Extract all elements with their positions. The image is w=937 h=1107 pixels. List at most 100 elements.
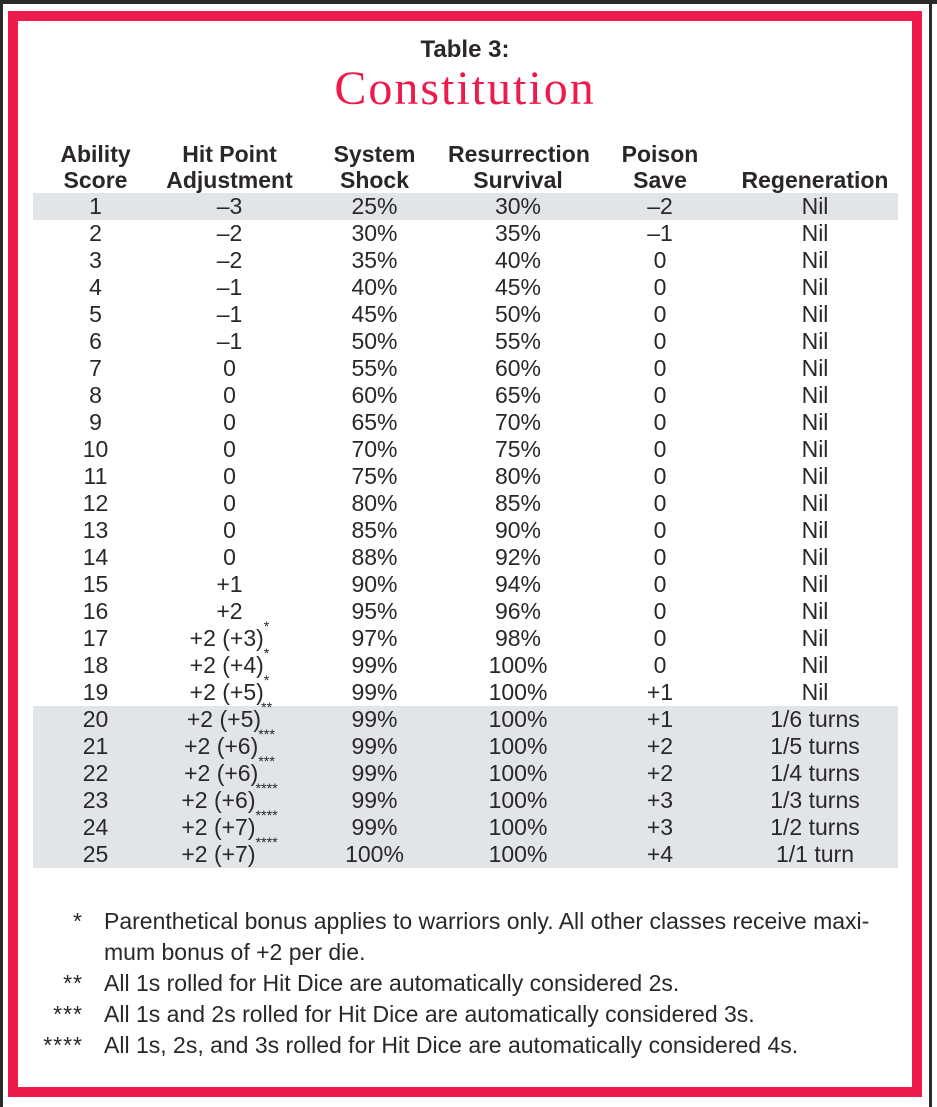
hp-adjustment-cell: –1 (216, 301, 243, 327)
system-shock-cell: 97% (351, 625, 398, 651)
system-shock-cell: 99% (301, 814, 448, 841)
poison-save-cell: 0 (653, 355, 667, 381)
poison-save-cell: 0 (653, 490, 667, 516)
system-shock-cell: 80% (351, 490, 398, 516)
system-shock-cell: 60% (351, 382, 398, 408)
regeneration-cell: Nil (801, 301, 829, 327)
resurrection-survival-cell: 50% (494, 301, 542, 327)
ability-score-cell: 12 (82, 490, 109, 516)
poison-save-cell: +3 (588, 814, 732, 841)
footnote-asterisks: *** (53, 1001, 83, 1027)
table-row: 16 +2 95% 96% 0 Nil (33, 598, 898, 625)
footnote-asterisks: * (73, 908, 83, 934)
hp-adjustment-cell: 0 (223, 517, 236, 543)
ability-score-cell: 7 (89, 355, 102, 381)
footnote-text: All 1s and 2s rolled for Hit Dice are au… (104, 999, 897, 1030)
hp-adjustment-cell: –2 (216, 220, 243, 246)
poison-save-cell: 0 (653, 328, 667, 354)
hp-adjustment-cell: +2 (216, 598, 243, 624)
ability-score-cell: 5 (89, 301, 102, 327)
ability-score-cell: 25 (33, 841, 158, 868)
hp-adjustment-cell: 0 (223, 382, 236, 408)
system-shock-cell: 85% (351, 517, 398, 543)
column-header-line1: Ability (60, 141, 131, 167)
ability-score-cell: 13 (82, 517, 109, 543)
hp-adjustment-cell: +2 (+5)* (189, 672, 270, 705)
system-shock-cell: 100% (301, 841, 448, 868)
system-shock-cell: 99% (301, 760, 448, 787)
poison-save-cell: 0 (653, 463, 667, 489)
footnote-text: All 1s, 2s, and 3s rolled for Hit Dice a… (104, 1030, 897, 1061)
ability-score-cell: 10 (82, 436, 109, 462)
table-body: 1 –3 25% 30% –2 Nil 2 –2 30% 35% –1 Nil 3 –2 35% 40% 0 Ni… (33, 193, 898, 868)
regeneration-cell: Nil (801, 355, 829, 381)
hp-adjustment-cell: –1 (216, 328, 243, 354)
ability-score-cell: 2 (89, 220, 102, 246)
table-row: 11 0 75% 80% 0 Nil (33, 463, 898, 490)
ability-score-cell: 15 (82, 571, 109, 597)
hp-adjustment-cell: +2 (+5)** (158, 701, 301, 733)
table-row: 18 +2 (+4)* 99% 100% 0 Nil (33, 645, 898, 679)
regeneration-cell: Nil (801, 220, 829, 246)
table-number: Table 3: (420, 36, 510, 63)
resurrection-survival-cell: 40% (494, 247, 542, 273)
system-shock-cell: 99% (351, 652, 398, 678)
system-shock-cell: 50% (351, 328, 398, 354)
header-row-line1: Ability Hit Point System Resurrection Poison (33, 141, 898, 167)
table-row: 20 +2 (+5)** 99% 100% +1 1/6 turns (33, 701, 898, 733)
table-row: 14 0 88% 92% 0 Nil (33, 544, 898, 571)
header-row-line2: Score Adjustment Shock Survival Save Regenera… (33, 167, 898, 193)
footnotes: * Parenthetical bonus applies to warriors… (28, 906, 897, 1061)
page-frame-left-line (0, 0, 3, 1107)
resurrection-survival-cell: 70% (494, 409, 542, 435)
poison-save-cell: +1 (646, 679, 674, 705)
regeneration-cell: 1/1 turn (732, 841, 898, 868)
regeneration-cell: 1/2 turns (732, 814, 898, 841)
column-header-line1: Resurrection (448, 141, 590, 167)
footnote-text-line: All 1s and 2s rolled for Hit Dice are au… (104, 1001, 755, 1027)
footnote-reference-asterisks: ** (261, 699, 273, 716)
table-row: 22 +2 (+6)*** 99% 100% +2 1/4 turns (33, 755, 898, 787)
hp-adjustment-cell: +2 (+6)**** (158, 782, 301, 814)
poison-save-cell: +2 (588, 733, 732, 760)
footnote: *** All 1s and 2s rolled for Hit Dice are… (28, 999, 897, 1030)
footnote-asterisks: **** (43, 1032, 83, 1058)
resurrection-survival-cell: 60% (494, 355, 542, 381)
table-row: 23 +2 (+6)**** 99% 100% +3 1/3 turns (33, 782, 898, 814)
regeneration-cell: 1/5 turns (732, 733, 898, 760)
system-shock-cell: 30% (351, 220, 398, 246)
hp-adjustment-cell: 0 (223, 409, 236, 435)
constitution-table: Ability Hit Point System Resurrection Poison… (33, 141, 898, 868)
resurrection-survival-cell: 100% (448, 814, 588, 841)
ability-score-cell: 20 (33, 706, 158, 733)
system-shock-cell: 99% (301, 787, 448, 814)
system-shock-cell: 70% (351, 436, 398, 462)
footnote-reference-asterisks: * (263, 645, 270, 662)
footnote-reference-asterisks: * (263, 672, 270, 689)
hp-adjustment-cell: 0 (223, 355, 236, 381)
resurrection-survival-cell: 55% (494, 328, 542, 354)
poison-save-cell: 0 (653, 409, 667, 435)
ability-score-cell: 8 (89, 382, 102, 408)
table-row: 4 –1 40% 45% 0 Nil (33, 274, 898, 301)
hp-adjustment-cell: +2 (+3)* (189, 618, 270, 651)
column-header-line2: Save (633, 167, 687, 193)
regeneration-cell: Nil (801, 598, 829, 624)
page-frame-right-line (929, 0, 932, 1107)
table-row: 9 0 65% 70% 0 Nil (33, 409, 898, 436)
footnote: ** All 1s rolled for Hit Dice are automat… (28, 968, 897, 999)
hp-adjustment-cell: +2 (+4)* (189, 645, 270, 678)
regeneration-cell: Nil (801, 409, 829, 435)
resurrection-survival-cell: 94% (494, 571, 542, 597)
poison-save-cell: –1 (647, 220, 673, 246)
ability-score-cell: 24 (33, 814, 158, 841)
poison-save-cell: 0 (653, 571, 667, 597)
column-header-line2: Regeneration (741, 167, 889, 193)
system-shock-cell: 45% (351, 301, 398, 327)
regeneration-cell: Nil (801, 490, 829, 516)
poison-save-cell: +4 (588, 841, 732, 868)
ability-score-cell: 1 (33, 193, 158, 220)
system-shock-cell: 25% (301, 193, 448, 220)
table-row: 3 –2 35% 40% 0 Nil (33, 247, 898, 274)
